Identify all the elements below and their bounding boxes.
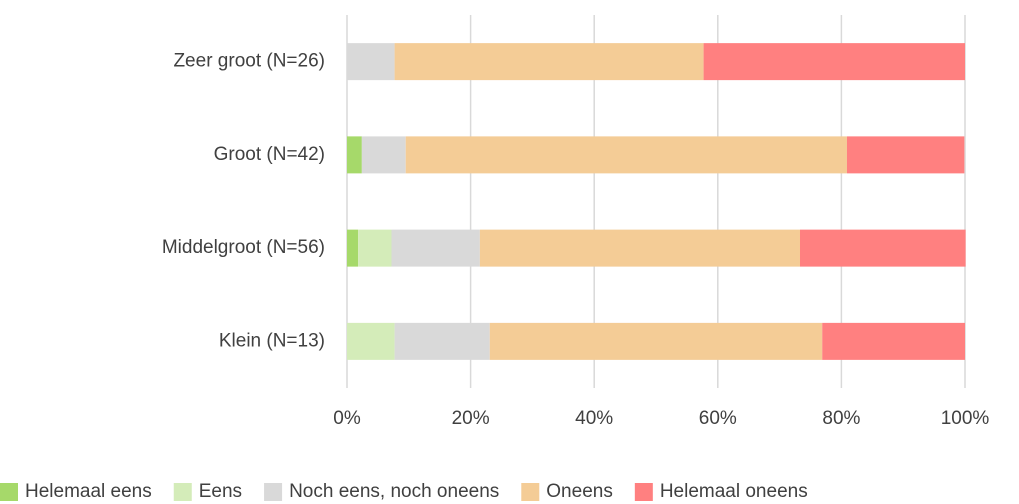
bar-segment (703, 43, 965, 81)
bar-segment (405, 136, 847, 174)
legend-swatch (264, 483, 283, 501)
legend-label: Noch eens, noch oneens (289, 481, 499, 502)
bar-segment (799, 229, 966, 267)
bar-segment (391, 229, 480, 267)
legend-swatch (0, 483, 18, 501)
bar-segment (347, 43, 395, 81)
bar-segment (822, 322, 965, 360)
x-tick-label: 0% (333, 408, 361, 429)
bar-segment (347, 322, 395, 360)
bar-segment (358, 229, 392, 267)
bar-segment (361, 136, 406, 174)
legend-swatch (521, 483, 540, 501)
x-tick-label: 80% (822, 408, 860, 429)
legend-swatch (634, 483, 653, 501)
legend-label: Helemaal oneens (660, 481, 808, 502)
x-tick-label: 40% (575, 408, 613, 429)
bar-segment (394, 322, 490, 360)
x-tick-label: 20% (452, 408, 490, 429)
legend-swatch (173, 483, 192, 501)
bar-segment (347, 136, 362, 174)
y-tick-label: Zeer groot (N=26) (173, 51, 325, 72)
legend-label: Eens (199, 481, 242, 502)
bar-segment (394, 43, 704, 81)
legend-label: Oneens (546, 481, 613, 502)
y-tick-label: Middelgroot (N=56) (162, 237, 325, 258)
y-tick-label: Groot (N=42) (214, 144, 325, 165)
y-tick-label: Klein (N=13) (219, 330, 325, 351)
bar-segment (846, 136, 965, 174)
bar-segment (347, 229, 359, 267)
bar-segment (479, 229, 800, 267)
legend-label: Helemaal eens (25, 481, 152, 502)
x-tick-label: 60% (699, 408, 737, 429)
x-tick-label: 100% (941, 408, 990, 429)
bar-segment (489, 322, 823, 360)
